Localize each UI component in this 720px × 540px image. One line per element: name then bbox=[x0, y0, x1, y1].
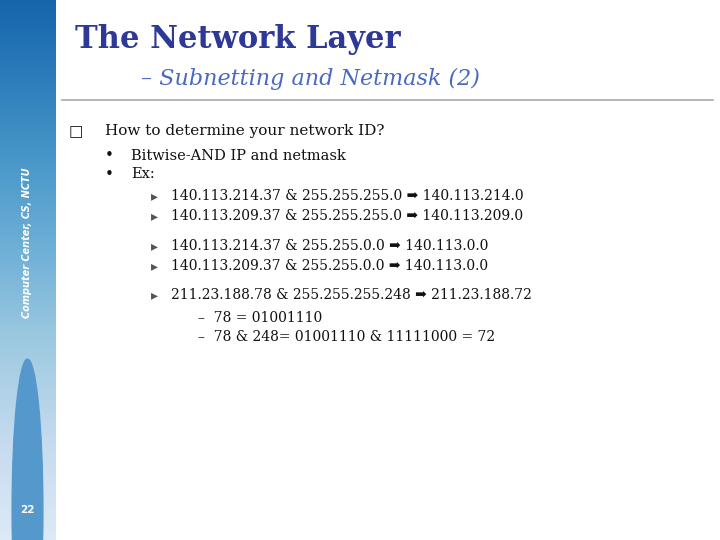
Text: •: • bbox=[105, 167, 114, 183]
Text: ▸: ▸ bbox=[151, 239, 158, 253]
Text: Ex:: Ex: bbox=[132, 167, 156, 181]
Text: 22: 22 bbox=[20, 505, 35, 515]
Text: □: □ bbox=[68, 124, 83, 139]
Text: 140.113.209.37 & 255.255.0.0 ➡ 140.113.0.0: 140.113.209.37 & 255.255.0.0 ➡ 140.113.0… bbox=[171, 259, 488, 273]
Text: 140.113.214.37 & 255.255.0.0 ➡ 140.113.0.0: 140.113.214.37 & 255.255.0.0 ➡ 140.113.0… bbox=[171, 239, 489, 253]
Text: ▸: ▸ bbox=[151, 189, 158, 203]
Text: 140.113.214.37 & 255.255.255.0 ➡ 140.113.214.0: 140.113.214.37 & 255.255.255.0 ➡ 140.113… bbox=[171, 189, 524, 203]
Text: Computer Center, CS, NCTU: Computer Center, CS, NCTU bbox=[22, 168, 32, 318]
Text: •: • bbox=[105, 148, 114, 164]
Text: Bitwise-AND IP and netmask: Bitwise-AND IP and netmask bbox=[132, 148, 346, 163]
Text: ▸: ▸ bbox=[151, 288, 158, 302]
Text: –  78 = 01001110: – 78 = 01001110 bbox=[198, 310, 323, 325]
Text: The Network Layer: The Network Layer bbox=[75, 24, 400, 55]
Text: ▸: ▸ bbox=[151, 209, 158, 223]
Text: 211.23.188.78 & 255.255.255.248 ➡ 211.23.188.72: 211.23.188.78 & 255.255.255.248 ➡ 211.23… bbox=[171, 288, 532, 302]
Text: – Subnetting and Netmask (2): – Subnetting and Netmask (2) bbox=[141, 68, 480, 90]
Text: ▸: ▸ bbox=[151, 259, 158, 273]
Text: 140.113.209.37 & 255.255.255.0 ➡ 140.113.209.0: 140.113.209.37 & 255.255.255.0 ➡ 140.113… bbox=[171, 209, 523, 223]
Text: How to determine your network ID?: How to determine your network ID? bbox=[105, 124, 384, 138]
Circle shape bbox=[12, 359, 43, 540]
Text: –  78 & 248= 01001110 & 11111000 = 72: – 78 & 248= 01001110 & 11111000 = 72 bbox=[198, 330, 495, 345]
